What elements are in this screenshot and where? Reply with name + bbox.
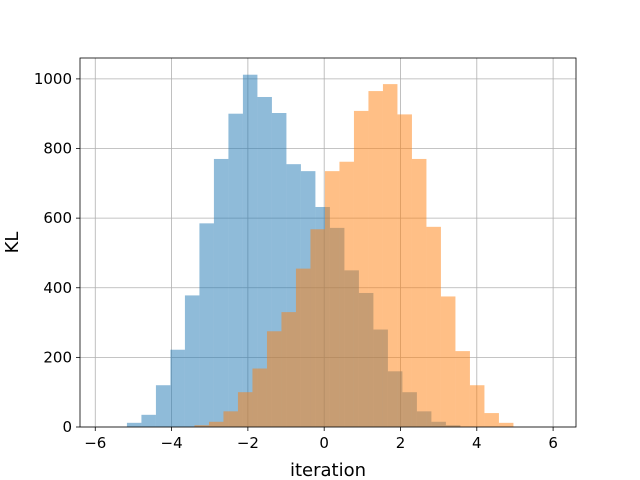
x-tick-label: 0 xyxy=(319,434,329,452)
x-tick-label: −6 xyxy=(84,434,106,452)
histogram-bar xyxy=(213,158,229,428)
histogram-bar xyxy=(426,226,441,427)
plot-frame xyxy=(79,57,577,428)
histogram-bar xyxy=(368,91,383,428)
histogram-bar xyxy=(155,385,171,427)
x-tick-label: 6 xyxy=(548,434,558,452)
y-axis: 0 200 400 600 800 1000 xyxy=(34,70,80,436)
histogram-bar xyxy=(252,368,267,427)
histogram-bar xyxy=(440,296,456,427)
histogram-bar xyxy=(324,171,340,427)
histogram-bar xyxy=(339,161,354,427)
series-2 xyxy=(194,84,514,428)
x-tick-label: −2 xyxy=(237,434,259,452)
histogram-bar xyxy=(310,229,325,427)
y-axis-label: KL xyxy=(2,232,23,254)
histogram-bar xyxy=(484,413,499,427)
x-tick-label: 2 xyxy=(396,434,406,452)
histogram-bar xyxy=(141,414,156,427)
x-tick-label: 4 xyxy=(472,434,482,452)
histogram-bar xyxy=(455,351,470,427)
histogram-bar xyxy=(397,114,412,427)
histogram-bar xyxy=(411,158,427,428)
histogram-bar xyxy=(199,223,214,427)
histogram-bar xyxy=(228,113,243,427)
histogram-bar xyxy=(237,392,253,427)
y-tick-label: 400 xyxy=(43,279,72,297)
histogram-bar xyxy=(184,295,200,427)
histogram-bar xyxy=(281,312,296,427)
histogram-bar xyxy=(295,268,311,427)
histogram-bar xyxy=(266,331,282,427)
histogram-bar xyxy=(223,411,238,427)
x-axis-label: iteration xyxy=(290,460,366,480)
histogram-bar xyxy=(469,385,485,427)
y-tick-label: 0 xyxy=(62,418,72,436)
y-tick-label: 800 xyxy=(43,140,72,158)
x-axis: −6 −4 −2 0 2 4 6 xyxy=(84,427,558,452)
histogram-bar xyxy=(126,422,142,427)
x-tick-label: −4 xyxy=(161,434,183,452)
histogram-bar xyxy=(208,421,224,427)
histogram-bar xyxy=(382,84,398,427)
y-tick-label: 200 xyxy=(43,348,72,366)
y-tick-label: 600 xyxy=(43,209,72,227)
histogram-bar xyxy=(242,74,258,427)
histogram-bar xyxy=(353,110,369,427)
y-tick-label: 1000 xyxy=(34,70,72,88)
histogram-bar xyxy=(498,422,514,427)
histogram-bars xyxy=(126,74,514,428)
histogram-bar xyxy=(194,425,209,427)
histogram-bar xyxy=(170,349,185,427)
